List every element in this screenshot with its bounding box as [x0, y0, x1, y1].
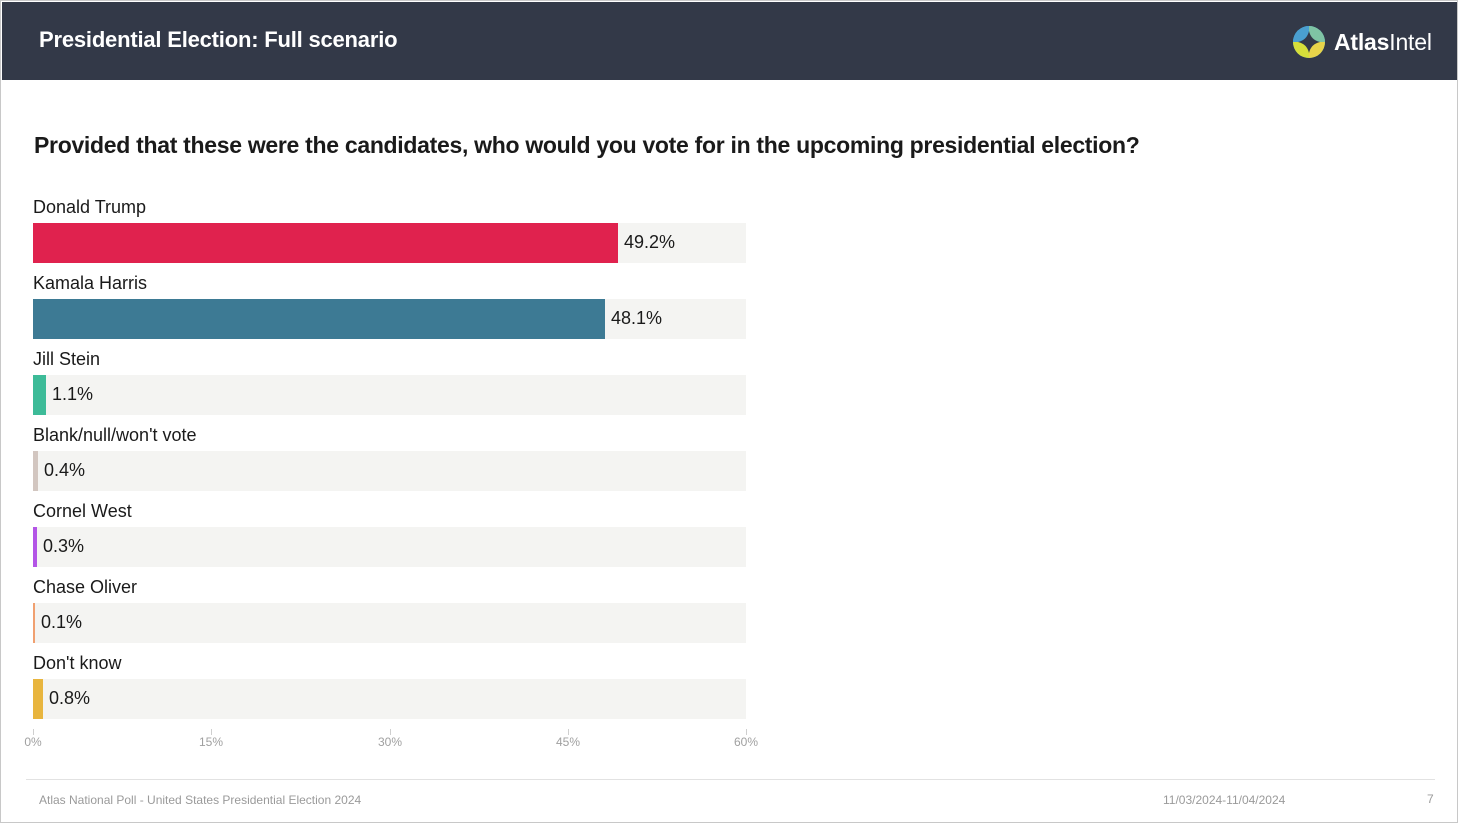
bar [33, 679, 43, 719]
bar [33, 451, 38, 491]
x-tick-label: 30% [377, 735, 403, 749]
category-label: Chase Oliver [33, 577, 138, 597]
atlasintel-logo: AtlasIntel [1292, 24, 1432, 60]
category-label: Blank/null/won't vote [33, 425, 197, 445]
x-tick [390, 729, 391, 735]
x-tick-label: 0% [24, 735, 42, 749]
footer-date-range: 11/03/2024-11/04/2024 [1163, 793, 1286, 807]
x-tick [211, 729, 212, 735]
bar-track: 0.1% [33, 603, 746, 643]
logo-text-regular: Intel [1389, 28, 1432, 55]
category-label: Jill Stein [33, 349, 101, 369]
bar-value-label: 49.2% [624, 232, 676, 252]
bar-value-label: 0.1% [41, 612, 83, 632]
footer-divider [26, 779, 1435, 780]
bar [33, 299, 605, 339]
x-tick [33, 729, 34, 735]
bar-value-label: 48.1% [611, 308, 663, 328]
x-tick-label: 15% [198, 735, 224, 749]
bar-value-label: 0.8% [49, 688, 91, 708]
bar [33, 375, 46, 415]
bar-value-label: 0.3% [43, 536, 85, 556]
logo-text: AtlasIntel [1334, 29, 1432, 56]
category-label: Donald Trump [33, 197, 147, 217]
x-tick [568, 729, 569, 735]
bar-value-label: 1.1% [52, 384, 94, 404]
atlasintel-logo-icon [1293, 26, 1325, 58]
bar-track: 1.1% [33, 375, 746, 415]
footer-source: Atlas National Poll - United States Pres… [39, 793, 362, 807]
header-bar: Presidential Election: Full scenario Atl… [2, 2, 1457, 80]
bar-track: 49.2% [33, 223, 746, 263]
bar-track: 0.8% [33, 679, 746, 719]
bar-value-label: 0.4% [44, 460, 86, 480]
x-tick [746, 729, 747, 735]
x-tick-label: 60% [733, 735, 759, 749]
question-text: Provided that these were the candidates,… [34, 132, 1140, 158]
category-label: Cornel West [33, 501, 132, 521]
x-tick-label: 45% [555, 735, 581, 749]
logo-text-bold: Atlas [1334, 28, 1390, 55]
bar-track: 0.4% [33, 451, 746, 491]
bar [33, 603, 35, 643]
bar-track: 0.3% [33, 527, 746, 567]
bar [33, 527, 37, 567]
bar-track: 48.1% [33, 299, 746, 339]
page-number: 7 [1427, 792, 1434, 806]
category-label: Don't know [33, 653, 122, 673]
page-title: Presidential Election: Full scenario [39, 27, 398, 52]
bar [33, 223, 618, 263]
category-label: Kamala Harris [33, 273, 148, 293]
x-axis: 0% 15% 30% 45% 60% [24, 729, 758, 759]
